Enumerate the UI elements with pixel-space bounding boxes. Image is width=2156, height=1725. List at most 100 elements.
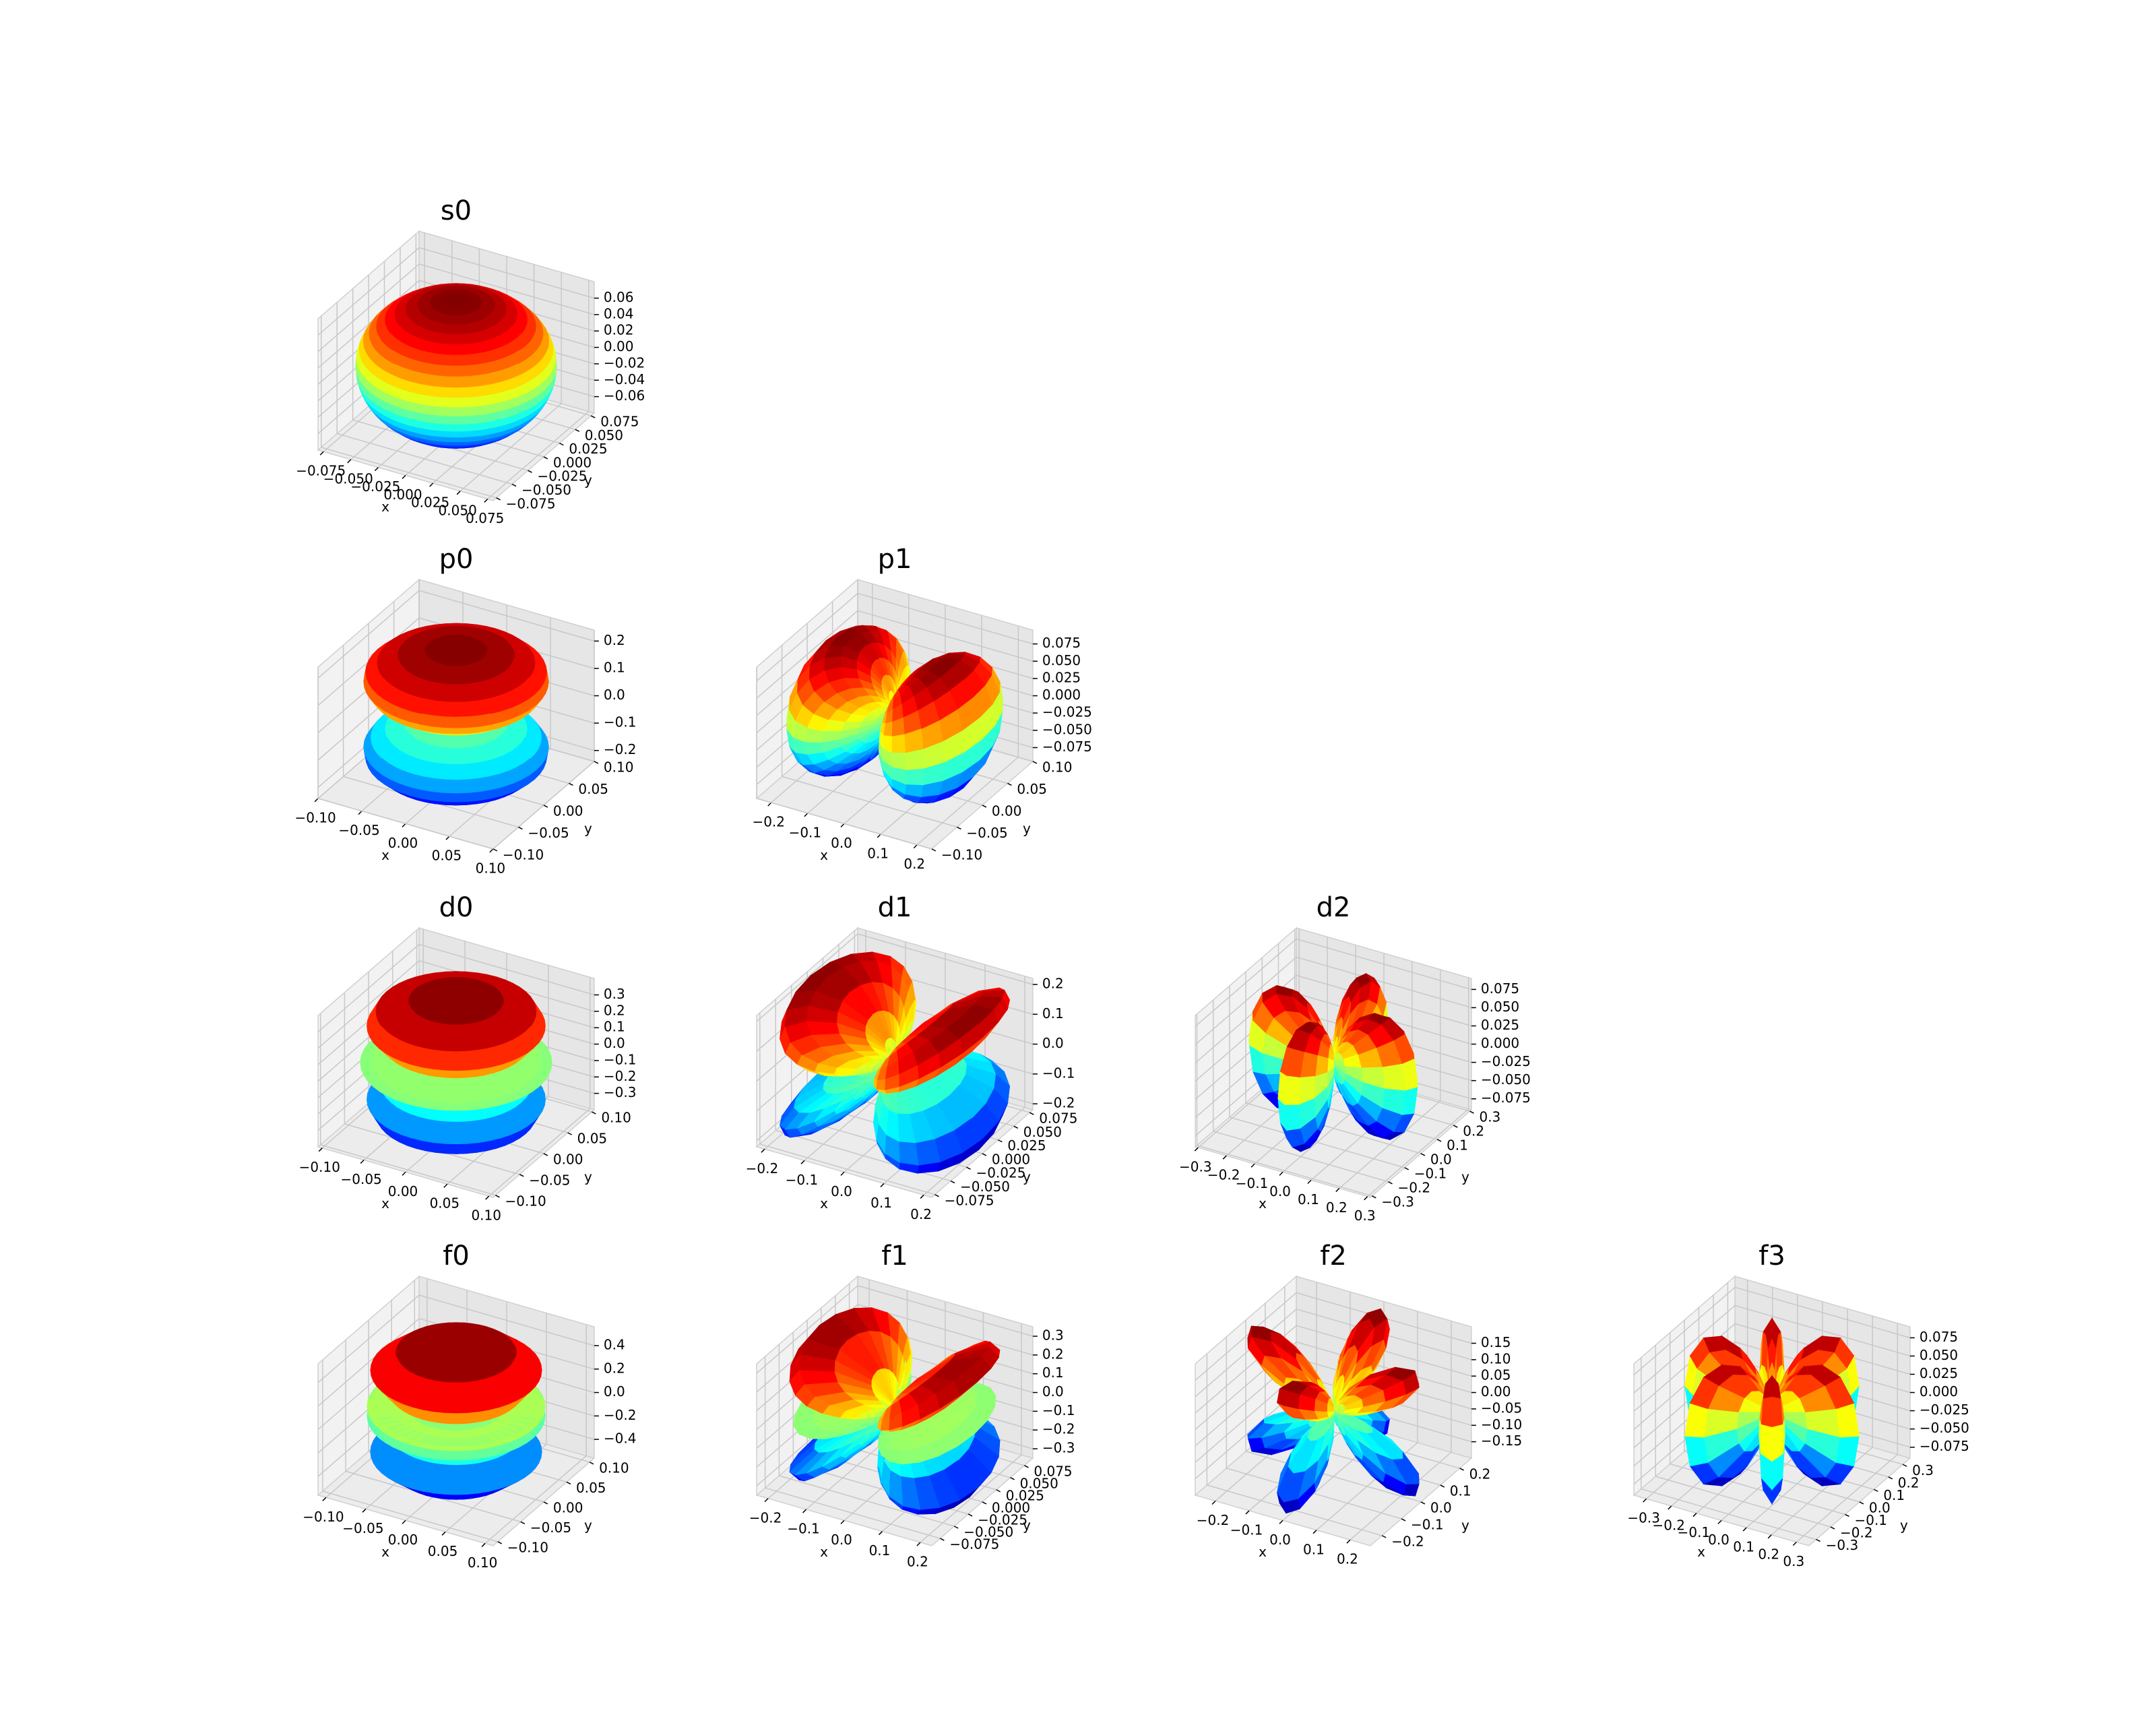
surface-facet (432, 791, 445, 802)
x-tick (880, 1183, 885, 1187)
subplot: d0−0.10−0.050.000.050.10−0.10−0.050.000.… (299, 892, 637, 1224)
y-tick (957, 826, 961, 830)
y-tick (594, 761, 599, 764)
z-tick-label: 0.04 (604, 305, 634, 321)
x-tick-label: −0.05 (338, 822, 379, 838)
y-axis-label: y (584, 472, 592, 488)
y-tick-label: 0.00 (553, 1151, 583, 1167)
z-tick-label: 0.00 (604, 338, 634, 354)
y-tick (543, 805, 548, 808)
surface-facet (455, 415, 470, 425)
y-tick (511, 483, 517, 487)
grid-line (487, 280, 590, 500)
surface-facet (891, 751, 907, 770)
z-tick-label: −0.02 (604, 354, 645, 371)
surface-facet (420, 776, 435, 792)
y-tick-label: 0.075 (600, 414, 639, 430)
surface-facet (455, 792, 469, 803)
subplot-title: p1 (878, 544, 912, 575)
surface-facet (444, 1143, 457, 1154)
x-tick (913, 844, 918, 849)
y-tick (575, 429, 580, 433)
x-tick-label: −0.10 (294, 809, 336, 825)
z-tick-label: 0.2 (604, 1002, 625, 1018)
surface-facet (455, 436, 469, 443)
surface-facet (467, 1101, 482, 1110)
surface-facet (455, 423, 470, 432)
surface-facet (433, 364, 446, 377)
x-axis-label: x (820, 1195, 828, 1212)
z-tick-label: −0.050 (1042, 721, 1092, 737)
surface-facet (478, 373, 493, 386)
surface-facet (444, 701, 457, 718)
z-tick-label: 0.075 (1042, 635, 1081, 651)
surface-facet (479, 713, 492, 727)
y-tick (1007, 782, 1012, 786)
surface-facet (455, 354, 467, 367)
surface-facet (443, 423, 457, 432)
y-tick-label: 0.000 (553, 454, 592, 470)
surface-facet (455, 763, 468, 781)
y-tick (569, 782, 573, 786)
surface (360, 971, 552, 1154)
surface-facet (443, 406, 457, 417)
x-tick (456, 491, 461, 495)
surface-facet (455, 716, 469, 728)
x-tick (402, 474, 406, 479)
surface-facet (455, 1050, 468, 1071)
surface-facet (420, 373, 435, 386)
x-tick-label: 0.050 (439, 502, 477, 518)
x-tick (840, 823, 845, 827)
x-tick-label: 0.05 (430, 1195, 460, 1212)
z-tick-label: −0.3 (604, 1084, 637, 1100)
y-tick-label: 0.05 (1017, 781, 1047, 797)
surface-facet (455, 779, 469, 794)
surface-facet (443, 716, 457, 728)
y-tick-label: 0.10 (604, 759, 634, 775)
surface-facet (443, 792, 457, 803)
surface-facet (431, 375, 445, 387)
surface-facet (455, 1069, 468, 1079)
y-tick-label: 0.10 (601, 1110, 631, 1126)
grid-line (321, 316, 497, 499)
x-tick (358, 811, 362, 815)
grid-line (352, 288, 528, 471)
surface-facet (466, 1050, 480, 1071)
x-tick-label: −0.2 (746, 1160, 779, 1177)
y-tick-label: 0.00 (992, 803, 1022, 819)
y-tick-label: 0.025 (569, 441, 607, 457)
x-tick-label: 0.00 (388, 835, 418, 851)
surface-facet (429, 414, 444, 425)
y-axis-label: y (1023, 820, 1031, 836)
x-axis-label: x (820, 847, 828, 863)
surface-facet (468, 414, 483, 425)
x-tick-label: 0.2 (910, 1206, 932, 1222)
z-tick-label: −0.1 (604, 1051, 637, 1067)
surface-facet (468, 396, 482, 408)
x-tick (318, 1148, 323, 1152)
y-tick-label: 0.05 (578, 781, 608, 797)
x-axis-label: x (381, 499, 389, 515)
x-tick (804, 813, 808, 817)
z-tick-label: 0.1 (604, 1019, 625, 1035)
y-tick (934, 1194, 939, 1197)
z-tick-label: 0.2 (1042, 975, 1064, 991)
surface-facet (444, 1121, 457, 1145)
y-tick (590, 415, 596, 418)
surface-facet (455, 334, 465, 345)
x-tick (484, 499, 488, 503)
surface-facet (455, 431, 470, 438)
surface-facet (455, 1121, 468, 1145)
z-tick-label: −0.075 (1042, 739, 1092, 755)
y-tick (495, 1195, 500, 1198)
x-tick-label: −0.05 (340, 1171, 381, 1187)
x-tick-label: −0.050 (323, 470, 373, 487)
y-tick-label: −0.050 (521, 482, 571, 498)
y-tick (496, 497, 501, 501)
surface-facet (468, 791, 480, 802)
y-tick-label: 0.050 (585, 427, 623, 443)
subplot-title: p0 (439, 544, 474, 575)
y-tick (543, 456, 548, 460)
x-tick (840, 1171, 845, 1176)
y-tick-label: 0.05 (577, 1130, 608, 1146)
